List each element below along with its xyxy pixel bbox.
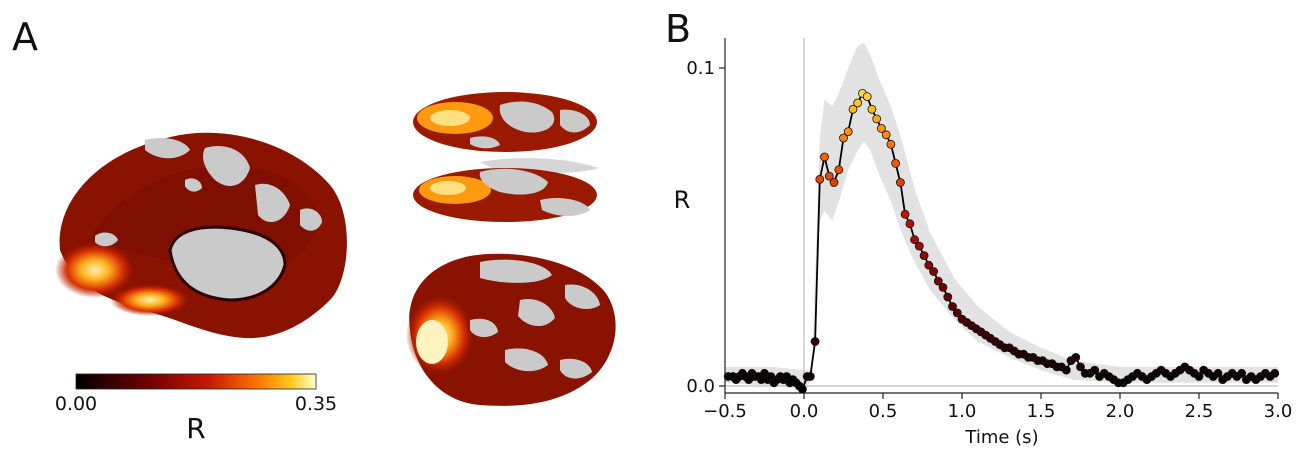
confidence-band	[725, 42, 1278, 390]
data-point	[805, 372, 815, 381]
data-point	[891, 158, 900, 168]
x-ticks: −0.5 0.0 0.5 1.0 1.5 2.0 2.5 3.0	[703, 393, 1292, 422]
panel-label-a: A	[12, 15, 38, 59]
x-tick-label: 0.0	[790, 401, 819, 422]
data-point	[834, 165, 844, 175]
panel-label-b: B	[665, 7, 691, 51]
brain-medial-view	[55, 132, 347, 339]
data-point	[843, 127, 853, 137]
data-point	[886, 139, 896, 149]
brain-dorsal-view	[413, 92, 597, 152]
data-point	[824, 171, 834, 181]
data-point	[896, 178, 905, 187]
data-point	[848, 104, 858, 114]
data-point	[881, 130, 891, 140]
y-tick-label: 0.1	[686, 58, 715, 79]
y-ticks: 0.0 0.1	[686, 58, 725, 397]
data-point	[867, 104, 877, 114]
x-axis-label: Time (s)	[964, 427, 1038, 448]
x-tick-label: 0.5	[869, 401, 898, 422]
y-axis-label: R	[674, 186, 691, 214]
data-point	[952, 308, 962, 318]
data-point	[900, 209, 910, 219]
x-tick-label: 1.5	[1027, 401, 1056, 422]
data-point	[1237, 368, 1247, 378]
data-point	[910, 235, 919, 245]
data-point	[905, 219, 915, 229]
x-tick-label: 2.0	[1106, 401, 1135, 422]
data-point	[948, 302, 957, 311]
data-point	[1061, 365, 1071, 375]
brain-lateral-view	[406, 253, 616, 406]
x-tick-label: −0.5	[703, 401, 747, 422]
x-tick-label: 1.0	[948, 401, 977, 422]
data-point	[829, 178, 839, 187]
data-point	[938, 282, 948, 292]
data-point	[872, 114, 882, 124]
x-tick-label: 3.0	[1264, 401, 1293, 422]
x-tick-label: 2.5	[1185, 401, 1214, 422]
data-point	[877, 123, 886, 133]
data-point	[924, 260, 934, 270]
colorbar-label: R	[186, 412, 205, 445]
colorbar	[75, 373, 317, 390]
data-point	[820, 152, 829, 162]
data-point	[862, 92, 872, 101]
data-point	[933, 276, 943, 286]
data-point	[1071, 352, 1081, 362]
colorbar-max-label: 0.35	[295, 393, 337, 415]
brain-ventral-view	[413, 158, 598, 222]
data-point	[943, 292, 953, 302]
data-point	[1076, 362, 1085, 372]
data-point	[839, 133, 848, 143]
data-point	[929, 267, 938, 276]
line-chart: −0.5 0.0 0.5 1.0 1.5 2.0 2.5 3.0 0.0 0.1 Time (s…	[674, 38, 1292, 448]
data-point	[914, 241, 924, 251]
data-point	[815, 174, 825, 184]
data-point	[798, 384, 807, 394]
data-point	[1194, 372, 1204, 381]
data-point	[1270, 368, 1280, 378]
data-point	[1090, 365, 1100, 375]
data-point	[853, 98, 863, 108]
series-points	[723, 89, 1280, 394]
y-tick-label: 0.0	[686, 376, 715, 397]
colorbar-min-label: 0.00	[55, 393, 97, 415]
data-point	[810, 337, 820, 346]
data-point	[1213, 368, 1223, 378]
data-point	[919, 251, 929, 261]
